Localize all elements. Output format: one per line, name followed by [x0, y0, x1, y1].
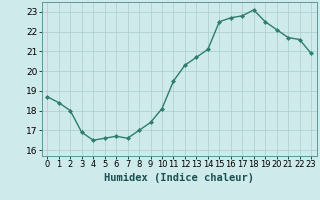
- X-axis label: Humidex (Indice chaleur): Humidex (Indice chaleur): [104, 173, 254, 183]
